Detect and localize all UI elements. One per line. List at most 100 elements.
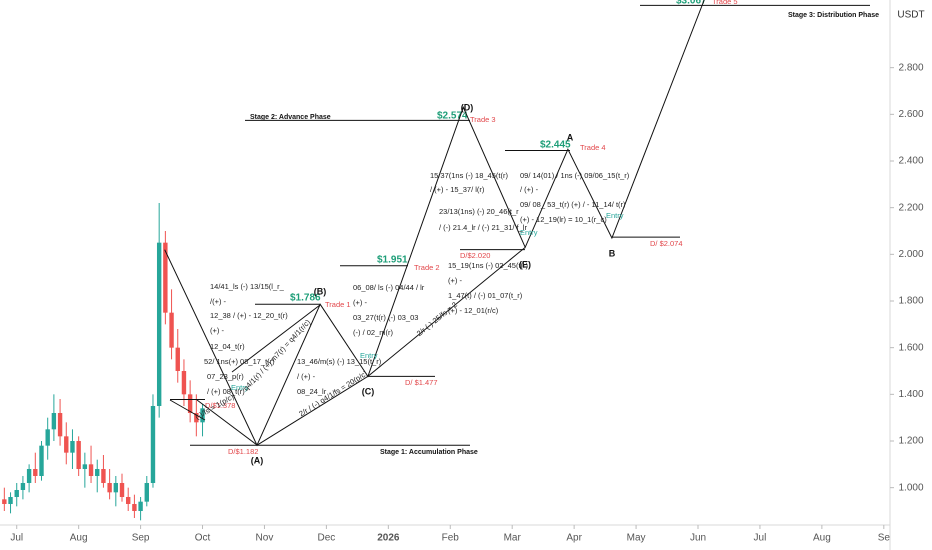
annotation: (+) - — [353, 298, 367, 307]
annotation: 23/13(1ns) (-) 20_46(t_r — [439, 207, 519, 216]
annotation: (A) — [251, 455, 264, 465]
candle-body — [70, 441, 75, 453]
level-label: D/ $2.074 — [650, 239, 683, 248]
annotation: 13_46/m(s) (-) 13_15(t_r) — [297, 357, 382, 366]
wave-line — [164, 0, 705, 447]
x-tick-label: Oct — [195, 533, 211, 544]
annotation: 09/ 14(01) / 1ns (-) 09/06_15(t_r) — [520, 171, 630, 180]
x-tick-label: Jun — [690, 533, 706, 544]
candle-body — [156, 242, 162, 406]
annotation: Stage 3: Distribution Phase — [788, 12, 879, 19]
guide-line — [169, 399, 206, 421]
candle-body — [57, 413, 63, 437]
unit-label: USDT — [897, 10, 924, 21]
annotation: (E) — [519, 259, 531, 269]
candle-body — [20, 483, 26, 490]
y-tick-label: 2.000 — [898, 249, 923, 260]
x-tick-label: Aug — [813, 533, 831, 544]
annotation: 07_23_p(r) — [207, 372, 244, 381]
candle-body — [132, 504, 137, 511]
level-label: $2.574 — [437, 111, 468, 122]
y-tick-label: 2.600 — [898, 109, 923, 120]
x-tick-label: Jul — [10, 533, 23, 544]
candle-body — [175, 347, 180, 371]
x-tick-label: Aug — [70, 533, 88, 544]
annotation: 12_38 / (+) - 12_20_t(r) — [210, 311, 288, 320]
annotation: / (+) 08_t(r) — [207, 387, 245, 396]
candle-body — [8, 497, 13, 504]
annotation: 12_04_t(r) — [210, 342, 245, 351]
candle-body — [107, 483, 112, 493]
annotation: 14/41_ls (-) 13/15(l_r_ — [210, 282, 285, 291]
annotation: (+) - 12_01(r/c) — [448, 306, 499, 315]
level-label: D/$2.020 — [460, 251, 490, 260]
x-tick-label: Jul — [754, 533, 767, 544]
level-label: D/$1.378 — [205, 401, 235, 410]
annotation: / (+) - 15_37/ l(r) — [430, 185, 485, 194]
candle-body — [194, 413, 199, 423]
y-tick-label: 2.800 — [898, 62, 923, 73]
x-tick-label: Feb — [442, 533, 460, 544]
annotation: Stage 2: Advance Phase — [250, 114, 331, 121]
annotation: 06_08/ ls (-) 04/44 / lr — [353, 283, 425, 292]
annotation: (D) — [461, 102, 474, 112]
annotation: B — [609, 248, 616, 258]
candle-body — [101, 469, 106, 483]
annotation: Entry — [520, 228, 538, 237]
x-tick-label: May — [627, 533, 646, 544]
annotation: Entry — [360, 351, 378, 360]
annotation: 15_19(1ns (-) 02_45(t(r) — [448, 261, 529, 270]
candle-body — [76, 441, 81, 469]
candle-body — [39, 445, 44, 476]
x-tick-label: 2026 — [377, 533, 400, 544]
level-label: $2.445 — [540, 140, 571, 151]
annotation: (+) - 12_19(lr) = 10_1(r_c) — [520, 215, 607, 224]
x-tick-label: Sep — [132, 533, 150, 544]
trade-tag: Trade 3 — [470, 115, 496, 124]
candle-body — [144, 483, 149, 502]
candle-body — [82, 464, 88, 469]
annotation: / (+) - — [520, 185, 539, 194]
annotation: (+) - — [448, 276, 462, 285]
trade-tag: Trade 5 — [712, 0, 738, 6]
candle-body — [95, 469, 100, 476]
annotation: Stage 1: Accumulation Phase — [380, 449, 478, 456]
candle-body — [113, 483, 119, 493]
annotation: Entry — [231, 383, 249, 392]
annotation: 03_27(t(r) (-) 03_03 — [353, 313, 418, 322]
annotation: (B) — [314, 286, 327, 296]
y-tick-label: 2.200 — [898, 202, 923, 213]
candle-body — [51, 413, 57, 430]
candle-body — [169, 312, 174, 348]
annotation: 09/ 08_ 53_t(r) (+) / - 11_14/ t(r) — [520, 200, 626, 209]
candle-body — [163, 242, 168, 313]
annotation: (-) / 02_m(r) — [353, 328, 394, 337]
plot-area: D/$1.182 D/$1.378 D/ $1.477 $1.786 Trade 1 $1… — [2, 0, 879, 521]
x-tick-label: Se — [878, 533, 891, 544]
annotation: Entry — [606, 211, 624, 220]
trade-tag: Trade 1 — [325, 300, 351, 309]
y-tick-label: 1.800 — [898, 296, 923, 307]
annotation: 1_47(t) / (-) 01_07(t_r) — [448, 291, 523, 300]
candle-body — [200, 408, 205, 423]
x-tick-label: Apr — [566, 533, 582, 544]
annotation: / (-) 21.4_lr / (-) 21_31/ f_lr — [439, 223, 527, 232]
x-tick-label: Nov — [256, 533, 274, 544]
y-tick-label: 1.000 — [898, 482, 923, 493]
candle-body — [150, 406, 156, 483]
level-label: $1.786 — [290, 293, 321, 304]
y-tick-label: 1.600 — [898, 342, 923, 353]
candle-body — [33, 469, 38, 476]
annotation: 08_24_lr — [297, 387, 327, 396]
level-label: $3.067 — [676, 0, 707, 7]
annotation: (+) - — [210, 326, 224, 335]
candle-body — [2, 499, 7, 504]
candle-body — [64, 436, 69, 453]
trend-line — [256, 375, 369, 446]
guide-line — [231, 304, 321, 373]
annotation: 15/37(1ns (-) 18_45(t(r) — [430, 171, 508, 180]
candle-body — [26, 469, 32, 483]
y-tick-label: 2.400 — [898, 156, 923, 167]
